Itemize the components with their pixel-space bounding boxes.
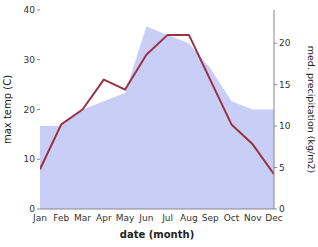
x-tick-label: Nov [244,213,262,223]
chart: 01020304005101520JanFebMarAprMayJunJulAu… [0,0,318,247]
y-tick-label: 10 [24,154,36,164]
plot-area [40,27,274,209]
x-tick-label: Jan [32,213,47,223]
y2-axis-label: med. precipitation (kg/m2) [306,46,317,173]
x-tick-label: Apr [96,213,112,223]
x-tick-label: Sep [202,213,219,223]
y-tick-label: 40 [24,5,36,15]
y2-tick [274,167,277,168]
y2-axis-line [274,10,275,209]
x-tick-label: Mar [74,213,91,223]
x-tick-label: Oct [224,213,240,223]
y2-tick-label: 20 [279,38,291,48]
x-axis-label: date (month) [120,229,194,240]
x-axis-line [40,209,274,210]
y-tick [37,10,40,11]
x-tick-label: Feb [53,213,69,223]
x-tick-label: Aug [180,213,198,223]
y-tick-label: 20 [24,105,36,115]
y-tick [37,109,40,110]
y-tick-label: 30 [24,55,36,65]
y-tick [37,159,40,160]
y2-tick-label: 5 [279,163,285,173]
y2-tick [274,209,277,210]
x-tick-label: May [116,213,135,223]
y2-tick [274,126,277,127]
precipitation-area [40,27,274,209]
temperature-line [40,35,274,174]
y-tick [37,59,40,60]
x-tick-label: Jun [138,213,153,223]
y2-tick-label: 15 [279,80,290,90]
y-tick [37,209,40,210]
x-tick-label: Jul [161,213,173,223]
y2-tick [274,43,277,44]
x-tick-label: Dec [265,213,282,223]
y2-tick-label: 10 [279,121,291,131]
y2-tick [274,84,277,85]
y-axis-label: max temp (C) [2,75,13,144]
